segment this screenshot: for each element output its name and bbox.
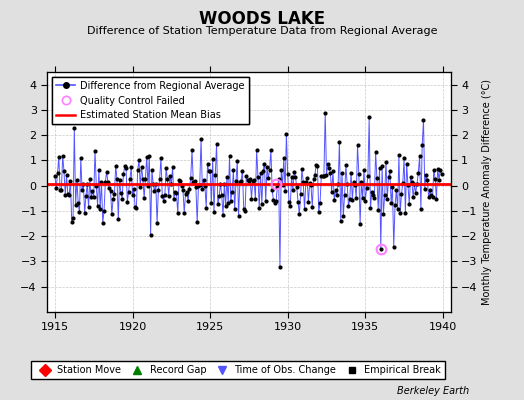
Text: Berkeley Earth: Berkeley Earth <box>397 386 469 396</box>
Y-axis label: Monthly Temperature Anomaly Difference (°C): Monthly Temperature Anomaly Difference (… <box>482 79 492 305</box>
Text: Difference of Station Temperature Data from Regional Average: Difference of Station Temperature Data f… <box>87 26 437 36</box>
Text: WOODS LAKE: WOODS LAKE <box>199 10 325 28</box>
Legend: Station Move, Record Gap, Time of Obs. Change, Empirical Break: Station Move, Record Gap, Time of Obs. C… <box>31 361 445 379</box>
Legend: Difference from Regional Average, Quality Control Failed, Estimated Station Mean: Difference from Regional Average, Qualit… <box>52 77 248 124</box>
